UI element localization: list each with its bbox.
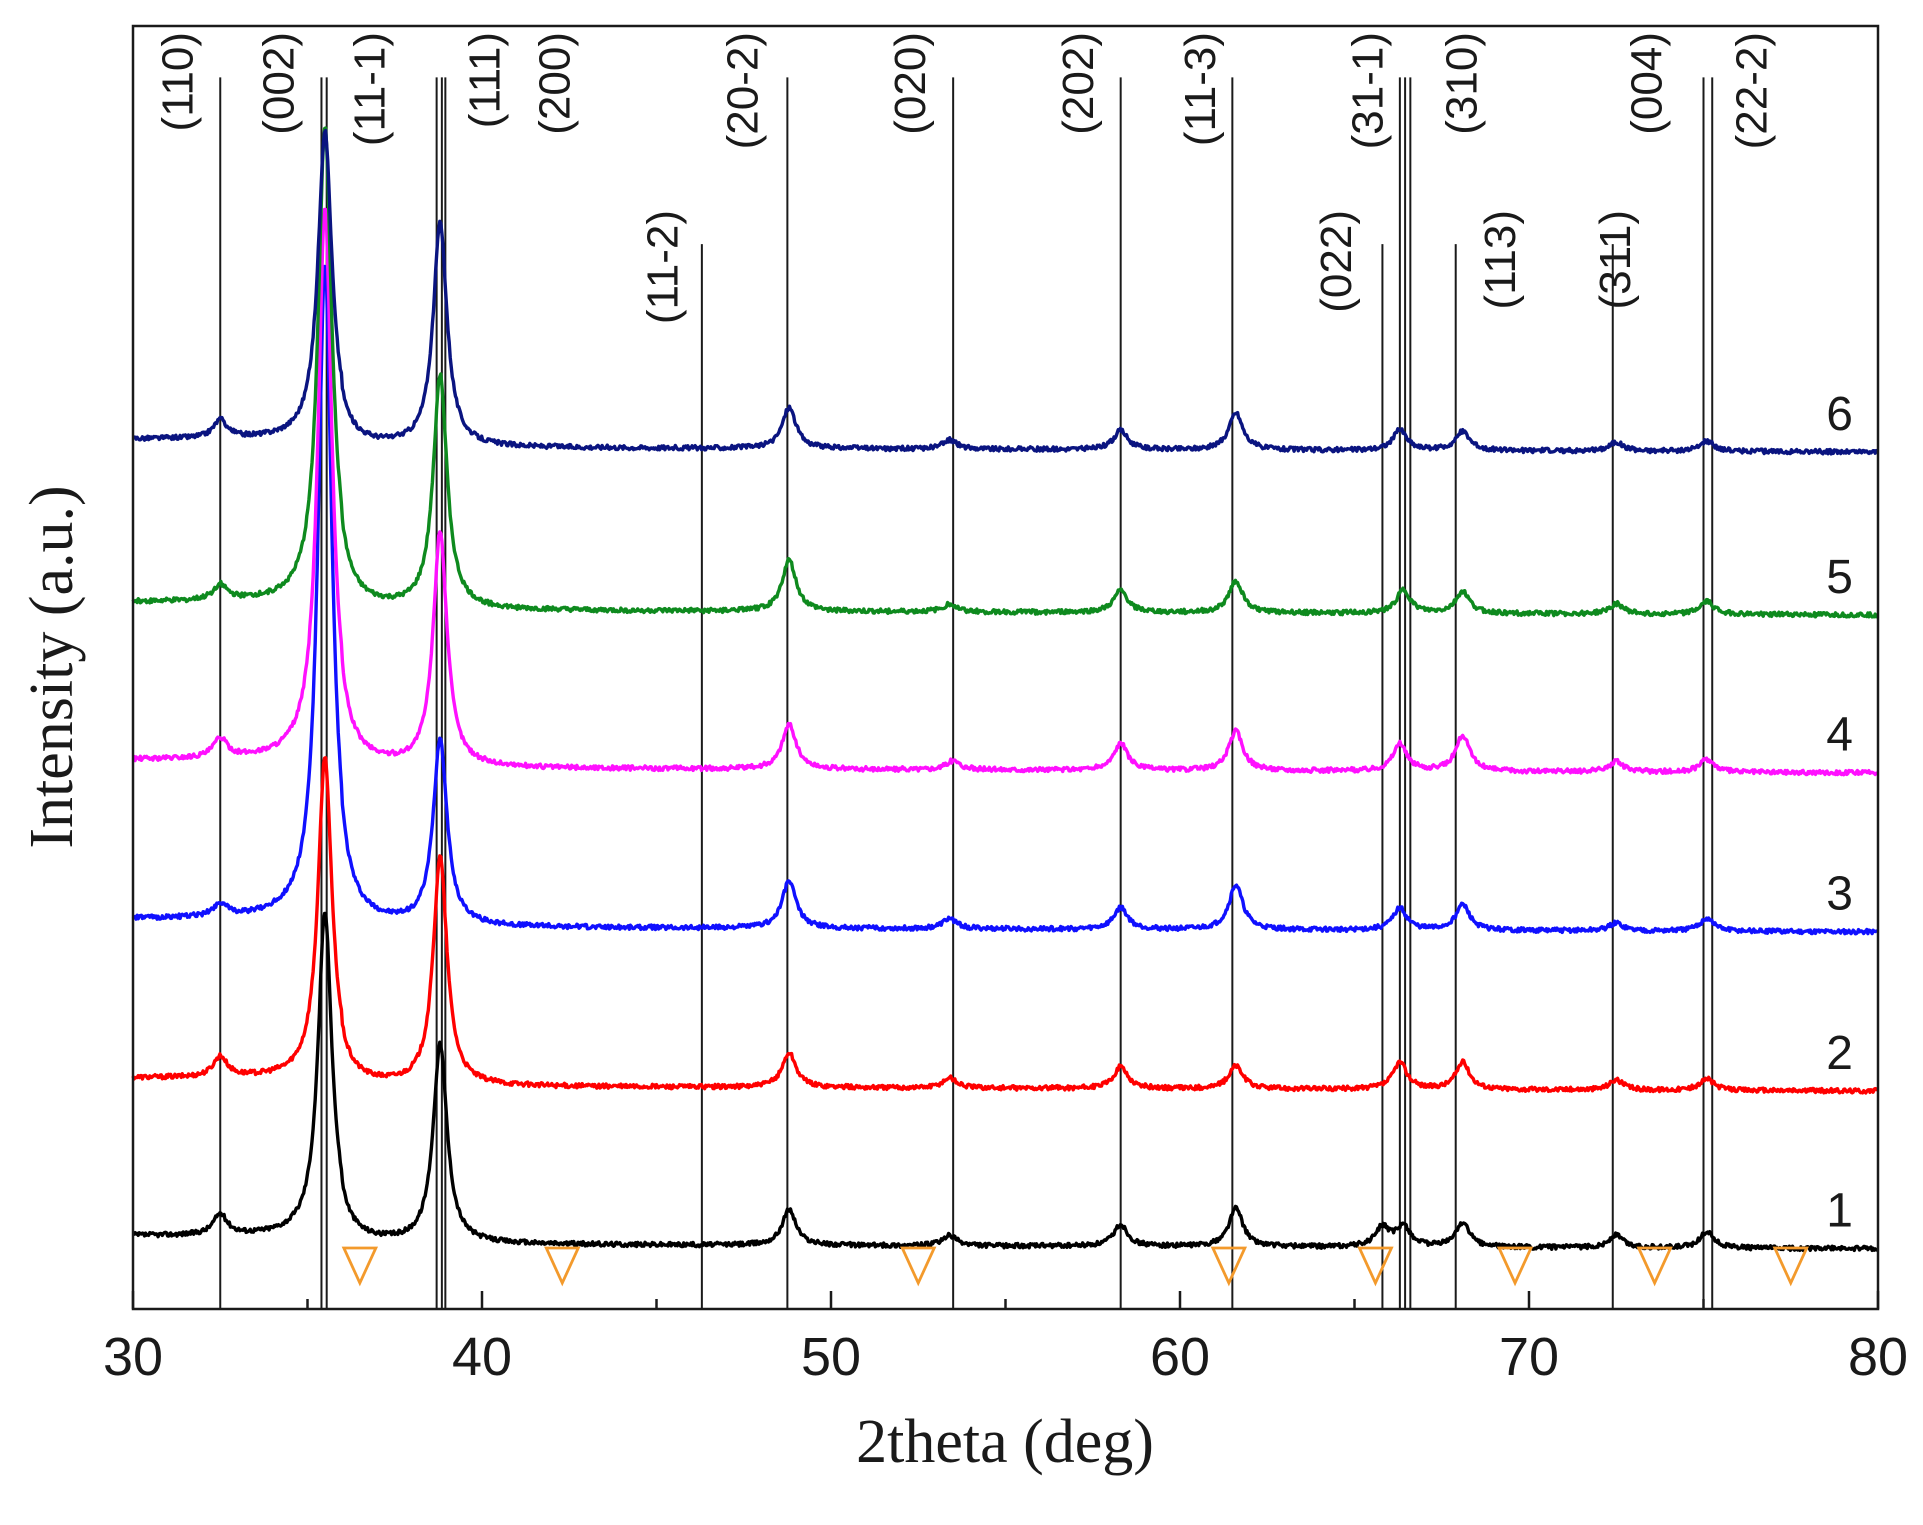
peak-label-2: (11-1) <box>345 32 394 146</box>
x-tick-label-3: 60 <box>1150 1327 1210 1387</box>
peak-label-15: (004) <box>1623 32 1672 135</box>
peak-label-7: (020) <box>886 32 935 135</box>
peak-label-14: (311) <box>1591 210 1640 309</box>
x-tick-label-0: 30 <box>103 1327 163 1387</box>
marker-triangle-2 <box>900 1246 937 1287</box>
marker-triangle-6 <box>1636 1246 1673 1287</box>
peak-label-10: (022) <box>1312 210 1361 313</box>
peak-label-8: (202) <box>1054 32 1103 135</box>
x-tick-label-2: 50 <box>801 1327 861 1387</box>
curve-label-5: 5 <box>1826 551 1853 604</box>
trace-5 <box>131 126 1879 619</box>
peak-label-5: (11-2) <box>638 210 687 324</box>
marker-triangle-7 <box>1772 1246 1809 1287</box>
x-tick-label-1: 40 <box>452 1327 512 1387</box>
x-tick-label-4: 70 <box>1499 1327 1559 1387</box>
x-axis-title: 2theta (deg) <box>856 1408 1154 1476</box>
peak-label-12: (310) <box>1438 32 1487 135</box>
marker-triangle-4 <box>1357 1246 1394 1287</box>
peak-label-16: (22-2) <box>1727 32 1776 149</box>
marker-triangle-1 <box>544 1246 581 1287</box>
trace-3 <box>131 264 1879 936</box>
peak-label-11: (31-1) <box>1343 32 1392 149</box>
x-tick-label-5: 80 <box>1848 1327 1908 1387</box>
reference-lines <box>219 77 1714 1309</box>
peak-label-3: (111) <box>460 32 509 128</box>
x-axis-ticks: 30 40 50 60 70 80 <box>103 1291 1908 1387</box>
marker-triangle-5 <box>1496 1246 1534 1287</box>
impurity-markers <box>341 1246 1809 1287</box>
peak-label-4: (200) <box>530 32 579 135</box>
curve-label-3: 3 <box>1826 868 1853 921</box>
trace-2 <box>131 756 1879 1095</box>
curve-labels: 1 2 3 4 5 6 <box>1826 388 1853 1238</box>
curve-label-6: 6 <box>1826 388 1853 441</box>
peak-label-6: (20-2) <box>719 32 768 149</box>
peak-label-13: (113) <box>1476 210 1525 309</box>
y-axis-title: Intensity (a.u.) <box>18 485 86 848</box>
peak-label-9: (11-3) <box>1176 32 1225 146</box>
curve-label-4: 4 <box>1826 709 1853 762</box>
marker-triangle-3 <box>1210 1246 1248 1287</box>
trace-1 <box>132 911 1879 1253</box>
peak-label-0: (110) <box>153 32 202 131</box>
trace-6 <box>132 128 1879 456</box>
curve-label-2: 2 <box>1826 1027 1853 1080</box>
peak-labels: (110) (002) (11-1) (111) (200) (11-2) (20-2) (0… <box>153 32 1776 324</box>
trace-4 <box>132 207 1878 777</box>
marker-triangle-0 <box>341 1246 379 1287</box>
peak-label-1: (002) <box>255 32 304 135</box>
curve-label-1: 1 <box>1826 1185 1853 1238</box>
diffraction-traces <box>131 126 1879 1253</box>
